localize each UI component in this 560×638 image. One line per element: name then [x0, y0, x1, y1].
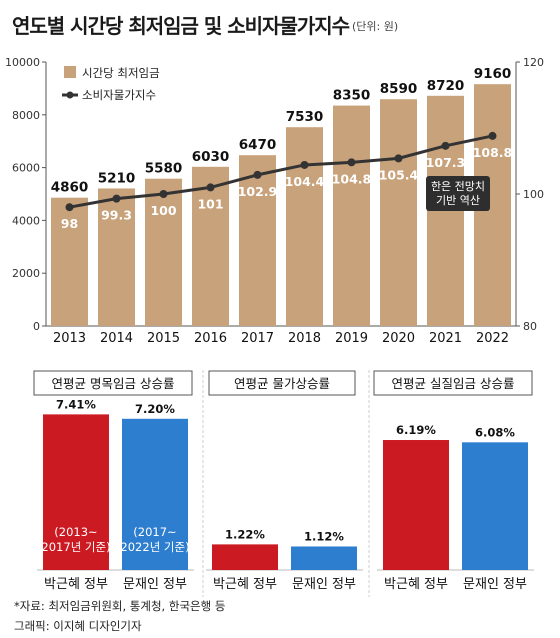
- cpi-value-label: 107.3: [426, 155, 466, 170]
- bar-value-label: 5210: [98, 170, 136, 186]
- x-tick-label: 박근혜 정부: [44, 577, 108, 592]
- cpi-point: [441, 141, 450, 150]
- unit-label: (단위: 원): [352, 20, 399, 33]
- bar-2013: [51, 197, 88, 326]
- panel-title-box: [373, 370, 533, 396]
- bar-2014: [98, 188, 135, 326]
- x-tick-label: 2014: [100, 331, 133, 346]
- bar-value-label: 6.08%: [475, 425, 515, 439]
- cpi-value-label: 108.8: [473, 145, 513, 160]
- cpi-value-label: 98: [61, 216, 78, 231]
- main-chart: 0 2000 4000 6000 8000 10000 80 100 120 4860 2013 52…: [5, 56, 544, 346]
- x-tick-label: 문재인 정부: [463, 577, 527, 592]
- cpi-value-label: 100: [150, 203, 176, 218]
- credit-note: 그래픽: 이지혜 디자인기자: [14, 619, 142, 633]
- annotation-box: [426, 176, 490, 211]
- bar-문재인 정부: [122, 418, 188, 570]
- bar-value-label: 1.22%: [225, 527, 265, 541]
- chart-title: 연도별 시간당 최저임금 및 소비자물가지수: [12, 14, 350, 38]
- x-tick-label: 2017: [241, 331, 274, 346]
- small-charts: 연평균 명목임금 상승률 7.41% 박근혜 정부 (2013~ 2017년 기준) 7.…: [33, 370, 534, 597]
- legend-bar-label: 시간당 최저임금: [82, 66, 160, 80]
- cpi-point: [159, 190, 168, 198]
- x-tick-label: 박근혜 정부: [384, 577, 448, 592]
- bar-value-label: 8350: [333, 88, 371, 104]
- y-left-tick-label: 8000: [12, 109, 40, 122]
- bar-2019: [333, 105, 370, 326]
- cpi-value-label: 104.4: [285, 174, 325, 189]
- bar-inner-label: (2013~ 2017년 기준): [41, 525, 110, 554]
- bar-2016: [192, 166, 229, 326]
- cpi-line: [69, 134, 493, 209]
- cpi-value-label: 101: [197, 196, 223, 211]
- legend-bar-swatch: [64, 66, 76, 78]
- cpi-point: [300, 160, 309, 169]
- bar-문재인 정부: [462, 442, 528, 570]
- bar-박근혜 정부: [212, 544, 278, 570]
- cpi-point: [253, 170, 262, 179]
- x-tick-label: 문재인 정부: [123, 577, 187, 592]
- cpi-point: [112, 194, 121, 203]
- panel-title-box: [208, 370, 356, 396]
- x-tick-label: 2016: [194, 331, 227, 346]
- bar-2015: [145, 178, 182, 326]
- cpi-point: [65, 203, 74, 212]
- y-left-tick-label: 10000: [5, 56, 40, 69]
- bar-문재인 정부: [291, 546, 357, 570]
- x-tick-label: 문재인 정부: [292, 577, 356, 592]
- cpi-value-label: 104.8: [332, 171, 372, 186]
- bar-value-label: 6030: [192, 149, 230, 165]
- bar-value-label: 8720: [427, 78, 465, 94]
- y-right-tick-label: 120: [523, 56, 544, 69]
- panel-title: 연평균 실질임금 상승률: [392, 376, 515, 391]
- x-tick-label: 박근혜 정부: [213, 577, 277, 592]
- cpi-value-label: 102.9: [238, 184, 278, 199]
- cpi-point: [394, 154, 403, 163]
- x-tick-label: 2015: [147, 331, 180, 346]
- bar-박근혜 정부: [43, 414, 109, 570]
- y-right-tick-label: 80: [523, 320, 537, 333]
- cpi-value-label: 105.4: [379, 167, 419, 182]
- annotation-text: 한은 전망치 기반 역산: [431, 180, 485, 207]
- x-tick-label: 2018: [288, 331, 321, 346]
- cpi-point: [206, 183, 215, 192]
- bar-박근혜 정부: [383, 440, 449, 570]
- bar-value-label: 7530: [286, 109, 324, 125]
- legend-line-label: 소비자물가지수: [82, 88, 156, 102]
- panel-title: 연평균 명목임금 상승률: [52, 376, 175, 391]
- bar-value-label: 9160: [474, 66, 512, 82]
- y-left-tick-label: 4000: [12, 214, 40, 227]
- bar-value-label: 8590: [380, 81, 418, 97]
- bar-value-label: 7.20%: [135, 402, 175, 416]
- panel-title: 연평균 물가상승률: [234, 376, 330, 391]
- panel-title-box: [33, 370, 193, 396]
- bar-value-label: 1.12%: [304, 529, 344, 543]
- y-right-tick-label: 100: [523, 188, 544, 201]
- bar-value-label: 6.19%: [396, 423, 436, 437]
- bar-2018: [286, 127, 323, 326]
- source-note: *자료: 최저임금위원회, 통계청, 한국은행 등: [14, 599, 226, 613]
- legend-line-marker: [66, 91, 74, 99]
- x-tick-label: 2020: [382, 331, 415, 346]
- bar-inner-label: (2017~ 2022년 기준): [120, 525, 189, 554]
- x-tick-label: 2019: [335, 331, 368, 346]
- y-left-tick-label: 0: [33, 320, 40, 333]
- bar-value-label: 6470: [239, 137, 277, 153]
- bar-2020: [380, 99, 417, 326]
- y-left-tick-label: 6000: [12, 162, 40, 175]
- x-tick-label: 2022: [476, 331, 509, 346]
- y-left-tick-label: 2000: [12, 267, 40, 280]
- x-tick-label: 2021: [429, 331, 462, 346]
- bar-value-label: 5580: [145, 161, 183, 177]
- cpi-value-label: 99.3: [101, 208, 132, 223]
- bar-value-label: 4860: [51, 180, 89, 196]
- cpi-point: [488, 131, 497, 140]
- x-tick-label: 2013: [53, 331, 86, 346]
- bar-value-label: 7.41%: [56, 397, 96, 411]
- bar-2017: [239, 155, 276, 326]
- cpi-point: [347, 158, 356, 167]
